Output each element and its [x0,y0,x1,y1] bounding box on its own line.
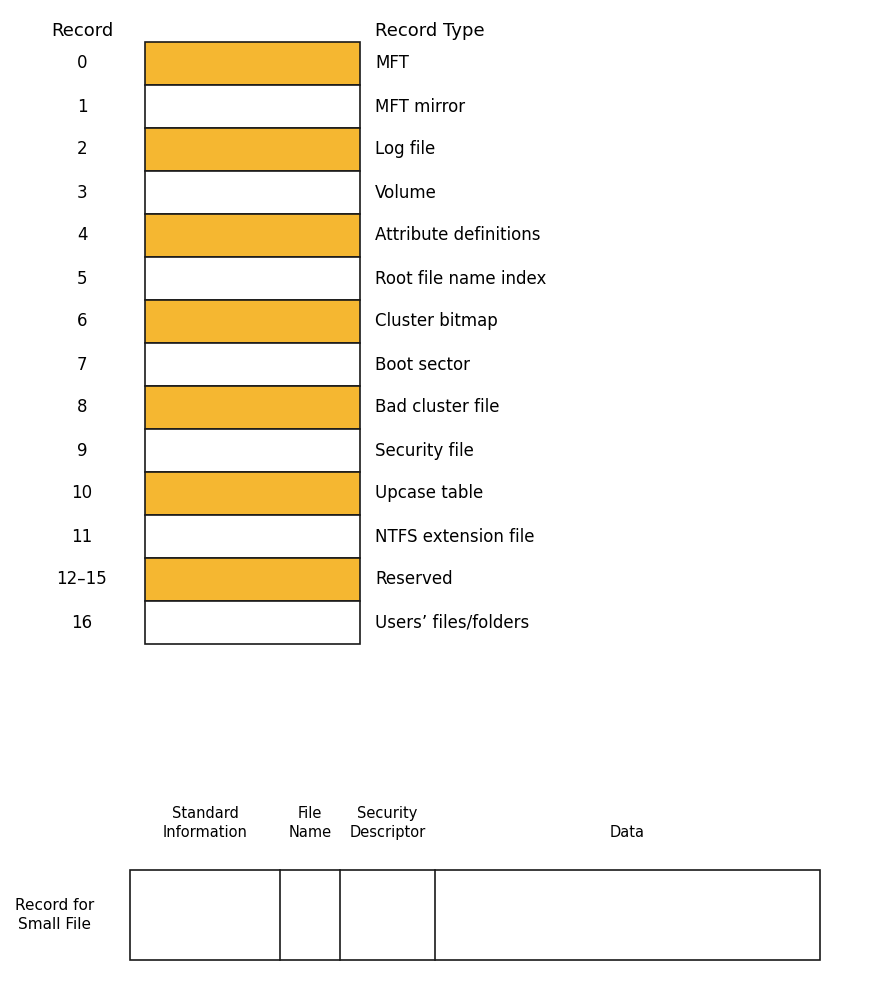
Text: MFT: MFT [375,54,409,73]
Text: 8: 8 [77,398,88,416]
Text: Log file: Log file [375,140,435,158]
Text: Upcase table: Upcase table [375,485,483,502]
Text: 5: 5 [77,269,88,288]
Text: File
Name: File Name [289,806,332,840]
Text: Record: Record [51,22,113,40]
Text: Standard
Information: Standard Information [163,806,248,840]
Text: MFT mirror: MFT mirror [375,98,466,115]
Text: Volume: Volume [375,184,437,202]
Bar [145,386,360,429]
Bar [145,171,360,214]
Text: Cluster bitmap: Cluster bitmap [375,312,498,330]
Text: 16: 16 [72,613,93,632]
Bar [145,85,360,128]
Text: Root file name index: Root file name index [375,269,546,288]
Bar [145,558,360,601]
Text: Bad cluster file: Bad cluster file [375,398,500,416]
Bar [145,601,360,644]
Text: Record for
Small File: Record for Small File [16,898,94,932]
Text: 12–15: 12–15 [57,570,108,588]
Bar [130,870,820,960]
Text: Data: Data [610,825,645,840]
Bar [145,472,360,515]
Text: 9: 9 [77,442,88,460]
Bar [145,128,360,171]
Text: 7: 7 [77,356,88,373]
Text: 6: 6 [77,312,88,330]
Text: Attribute definitions: Attribute definitions [375,227,541,244]
Bar [145,515,360,558]
Text: 1: 1 [77,98,88,115]
Bar [145,343,360,386]
Text: 10: 10 [72,485,93,502]
Bar [145,214,360,257]
Text: Record Type: Record Type [375,22,485,40]
Text: Security
Descriptor: Security Descriptor [349,806,425,840]
Bar [145,257,360,300]
Text: 3: 3 [77,184,88,202]
Text: Reserved: Reserved [375,570,452,588]
Text: Users’ files/folders: Users’ files/folders [375,613,529,632]
Bar [145,300,360,343]
Bar [145,429,360,472]
Bar [145,42,360,85]
Text: 0: 0 [77,54,88,73]
Text: Boot sector: Boot sector [375,356,470,373]
Text: 11: 11 [72,528,93,546]
Text: NTFS extension file: NTFS extension file [375,528,535,546]
Text: 4: 4 [77,227,88,244]
Text: 2: 2 [77,140,88,158]
Text: Security file: Security file [375,442,474,460]
